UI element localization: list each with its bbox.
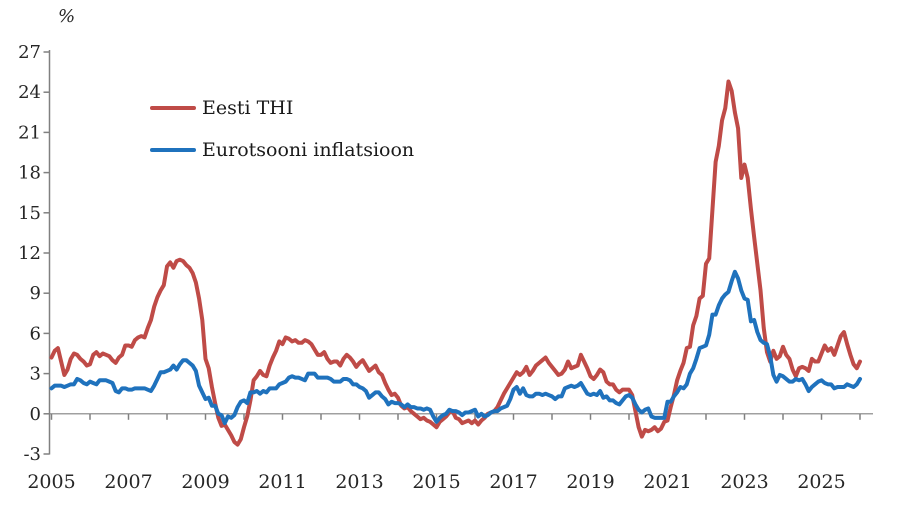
x-axis-tick-label: 2007 — [104, 471, 152, 493]
legend: Eesti THI Eurotsooni inflatsioon — [150, 95, 414, 163]
y-axis-unit-label: % — [58, 6, 76, 27]
legend-item-eesti-thi: Eesti THI — [150, 95, 414, 121]
x-axis-tick-label: 2005 — [27, 471, 75, 493]
y-axis-tick-label: 9 — [30, 283, 41, 304]
y-axis-tick-label: 15 — [18, 203, 41, 224]
legend-item-eurotsooni-inflatsioon: Eurotsooni inflatsioon — [150, 137, 414, 163]
y-axis-tick-label: -3 — [23, 444, 41, 465]
x-axis-tick-label: 2013 — [335, 471, 383, 493]
legend-label-eesti-thi: Eesti THI — [202, 97, 294, 119]
series-line-eurotsooni-inflatsioon — [49, 269, 862, 426]
x-axis-tick-label: 2015 — [412, 471, 460, 493]
blue-line-swatch-icon — [150, 148, 196, 152]
x-axis-tick-label: 2025 — [797, 471, 845, 493]
y-axis-tick-label: 12 — [18, 243, 41, 264]
x-axis-tick-label: 2023 — [720, 471, 768, 493]
x-axis-tick-label: 2009 — [181, 471, 229, 493]
series-line-eesti-thi — [49, 79, 862, 447]
x-axis-tick-label: 2017 — [489, 471, 537, 493]
x-axis-tick-label: 2019 — [566, 471, 614, 493]
y-axis-tick-label: 3 — [30, 364, 41, 385]
y-axis-tick-label: 24 — [18, 82, 41, 103]
y-axis-tick-label: 27 — [18, 42, 41, 63]
y-axis-tick-label: 6 — [30, 323, 41, 344]
y-axis-tick-label: 0 — [30, 404, 41, 425]
legend-label-eurotsooni-inflatsioon: Eurotsooni inflatsioon — [202, 139, 415, 161]
y-axis-tick-label: 21 — [18, 122, 41, 143]
x-axis-tick-label: 2011 — [258, 471, 306, 493]
red-line-swatch-icon — [150, 106, 196, 110]
y-axis-tick-label: 18 — [18, 163, 41, 184]
x-axis-tick-label: 2021 — [643, 471, 691, 493]
